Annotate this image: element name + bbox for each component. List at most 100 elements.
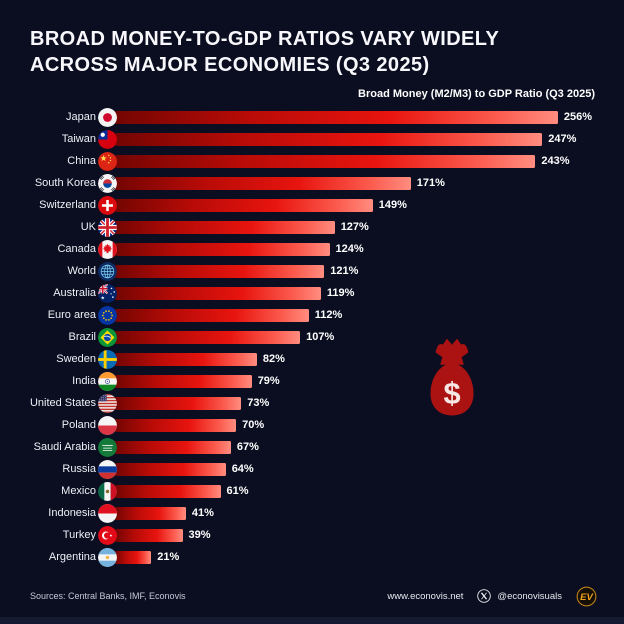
flag-mexico-icon — [98, 481, 117, 501]
bar-saudi-arabia — [115, 440, 231, 454]
country-label: Indonesia — [48, 507, 96, 519]
flag-australia-icon — [98, 283, 117, 303]
bar-world — [115, 264, 325, 278]
bar-row: India 79% — [0, 370, 624, 392]
flag-japan-icon — [98, 107, 117, 127]
value-label: 124% — [335, 243, 364, 255]
country-label: Brazil — [68, 331, 96, 343]
flag-russia-icon — [98, 459, 117, 479]
country-label: Japan — [66, 111, 96, 123]
badge-initials: EV — [580, 592, 594, 603]
bar-sweden — [115, 352, 257, 366]
bar-poland — [115, 418, 237, 432]
flag-argentina-icon — [98, 547, 117, 567]
value-label: 247% — [548, 133, 577, 145]
country-label: World — [67, 265, 96, 277]
value-label: 107% — [306, 331, 335, 343]
website-link[interactable]: www.econovis.net — [387, 590, 464, 602]
flag-saudi-arabia-icon — [98, 437, 117, 457]
bar-canada — [115, 242, 330, 256]
bar-russia — [115, 462, 226, 476]
flag-sweden-icon — [98, 349, 117, 369]
flag-brazil-icon — [98, 327, 117, 347]
bar-switzerland — [115, 198, 373, 212]
value-label: 64% — [231, 463, 254, 475]
flag-turkey-icon — [98, 525, 117, 545]
title-line2: ACROSS MAJOR ECONOMIES (Q3 2025) — [30, 54, 430, 76]
bar-turkey — [115, 528, 183, 542]
value-label: 67% — [236, 441, 259, 453]
country-label: Saudi Arabia — [33, 441, 96, 453]
flag-indonesia-icon — [98, 503, 117, 523]
flag-world-icon — [98, 261, 117, 281]
bar-japan — [115, 110, 558, 124]
bar-south-korea — [115, 176, 411, 190]
chart-subtitle: Broad Money (M2/M3) to GDP Ratio (Q3 202… — [358, 88, 595, 100]
flag-canada-icon — [98, 239, 117, 259]
flag-united-states-icon — [98, 393, 117, 413]
flag-india-icon — [98, 371, 117, 391]
bar-row: Euro area 112% — [0, 304, 624, 326]
value-label: 73% — [247, 397, 270, 409]
bar-china — [115, 154, 536, 168]
country-label: Turkey — [62, 529, 96, 541]
country-label: Taiwan — [61, 133, 96, 145]
value-label: 149% — [378, 199, 407, 211]
flag-south-korea-icon — [98, 173, 117, 193]
econovis-badge-icon: EV — [576, 586, 597, 607]
bar-india — [115, 374, 252, 388]
bar-argentina — [115, 550, 152, 564]
value-label: 243% — [541, 155, 570, 167]
country-label: Sweden — [56, 353, 96, 365]
bar-row: Taiwan 247% — [0, 128, 624, 150]
country-label: Euro area — [47, 309, 96, 321]
country-label: Australia — [53, 287, 96, 299]
value-label: 256% — [563, 111, 593, 123]
value-label: 39% — [188, 529, 211, 541]
bar-chart: Japan 256% Taiwan 247% China 243% South Korea … — [0, 106, 624, 568]
bar-taiwan — [115, 132, 543, 146]
bar-row: World 121% — [0, 260, 624, 282]
country-label: Switzerland — [39, 199, 96, 211]
money-bag-icon: $ — [426, 336, 478, 418]
bar-euro-area — [115, 308, 309, 322]
value-label: 21% — [157, 551, 180, 563]
bar-row: Argentina 21% — [0, 546, 624, 568]
country-label: China — [67, 155, 96, 167]
value-label: 61% — [226, 485, 249, 497]
bar-brazil — [115, 330, 301, 344]
value-label: 121% — [330, 265, 359, 277]
value-label: 79% — [257, 375, 280, 387]
flag-euro-area-icon — [98, 305, 117, 325]
bar-row: Canada 124% — [0, 238, 624, 260]
bar-row: Russia 64% — [0, 458, 624, 480]
value-label: 70% — [242, 419, 265, 431]
flag-china-icon — [98, 151, 117, 171]
footer: Sources: Central Banks, IMF, Econovis ww… — [30, 586, 597, 606]
country-label: India — [72, 375, 96, 387]
bar-row: China 243% — [0, 150, 624, 172]
bar-uk — [115, 220, 335, 234]
country-label: UK — [80, 221, 96, 233]
bar-mexico — [115, 484, 221, 498]
flag-uk-icon — [98, 217, 117, 237]
footer-links: www.econovis.net @econovisuals EV — [387, 586, 597, 607]
flag-switzerland-icon — [98, 195, 117, 215]
bar-row: Mexico 61% — [0, 480, 624, 502]
page-title: BROAD MONEY-TO-GDP RATIOS VARY WIDELY ACR… — [30, 26, 499, 78]
bar-row: Switzerland 149% — [0, 194, 624, 216]
country-label: Russia — [62, 463, 96, 475]
value-label: 171% — [416, 177, 445, 189]
bar-united-states — [115, 396, 242, 410]
bar-row: Sweden 82% — [0, 348, 624, 370]
country-label: Argentina — [48, 551, 96, 563]
flag-taiwan-icon — [98, 129, 117, 149]
bar-row: Turkey 39% — [0, 524, 624, 546]
bar-row: Brazil 107% — [0, 326, 624, 348]
title-line1: BROAD MONEY-TO-GDP RATIOS VARY WIDELY — [30, 28, 500, 50]
bar-indonesia — [115, 506, 186, 520]
value-label: 82% — [262, 353, 285, 365]
bar-row: United States 73% — [0, 392, 624, 414]
social-handle[interactable]: @econovisuals — [497, 590, 562, 602]
